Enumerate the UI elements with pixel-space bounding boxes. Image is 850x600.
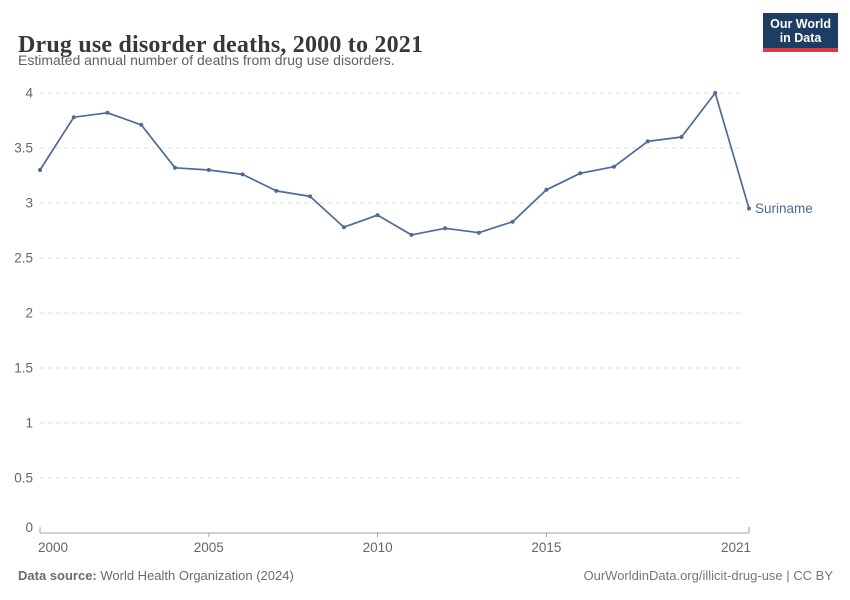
data-point[interactable] bbox=[544, 187, 549, 192]
data-point[interactable] bbox=[206, 168, 211, 172]
x-axis-tick-label: 2015 bbox=[531, 540, 561, 555]
credit-link[interactable]: OurWorldinData.org/illicit-drug-use | CC… bbox=[583, 568, 834, 583]
data-point[interactable] bbox=[375, 213, 380, 218]
owid-logo[interactable]: Our World in Data bbox=[763, 13, 838, 52]
y-axis-tick-label: 0.5 bbox=[14, 471, 33, 486]
y-axis-tick-label: 0 bbox=[25, 520, 33, 535]
data-point[interactable] bbox=[443, 226, 448, 231]
data-point[interactable] bbox=[139, 122, 144, 127]
chart-subtitle: Estimated annual number of deaths from d… bbox=[18, 52, 395, 68]
data-source: Data source: World Health Organization (… bbox=[18, 568, 294, 583]
data-point[interactable] bbox=[476, 230, 481, 235]
owid-logo-line2: in Data bbox=[779, 31, 822, 45]
chart-footer: Data source: World Health Organization (… bbox=[18, 568, 833, 583]
data-point[interactable] bbox=[71, 115, 76, 120]
series-line[interactable] bbox=[39, 92, 750, 236]
y-axis-tick-label: 3 bbox=[25, 196, 33, 211]
data-source-label: Data source: bbox=[18, 568, 97, 583]
data-point[interactable] bbox=[240, 172, 245, 177]
entity-label[interactable]: Suriname bbox=[755, 201, 813, 216]
y-axis-tick-label: 2.5 bbox=[14, 251, 33, 266]
data-point[interactable] bbox=[308, 194, 313, 199]
data-point[interactable] bbox=[713, 91, 718, 95]
data-source-value: World Health Organization (2024) bbox=[96, 568, 294, 583]
data-point[interactable] bbox=[38, 168, 42, 172]
x-axis-tick-label: 2010 bbox=[363, 540, 393, 555]
data-point[interactable] bbox=[274, 188, 279, 193]
data-point[interactable] bbox=[341, 225, 346, 230]
x-axis-tick-label: 2021 bbox=[721, 540, 751, 555]
y-axis-tick-label: 2 bbox=[25, 306, 33, 321]
data-point[interactable] bbox=[105, 110, 110, 115]
data-point[interactable] bbox=[645, 139, 650, 144]
data-point[interactable] bbox=[747, 206, 751, 211]
data-point[interactable] bbox=[510, 219, 515, 224]
chart-title: Drug use disorder deaths, 2000 to 2021 bbox=[18, 32, 424, 59]
line-chart[interactable]: 0 0.5 1 1.5 2 2.5 3 3.5 4 2000 2005 2010 2015 2021 Sur… bbox=[0, 80, 850, 560]
data-point[interactable] bbox=[409, 232, 414, 237]
x-axis-tick-label: 2005 bbox=[194, 540, 224, 555]
y-axis-tick-label: 1.5 bbox=[14, 361, 33, 376]
data-point[interactable] bbox=[173, 165, 177, 170]
y-axis-tick-label: 4 bbox=[25, 86, 33, 101]
owid-logo-line1: Our World bbox=[770, 17, 831, 31]
data-point[interactable] bbox=[679, 135, 684, 139]
y-axis-tick-label: 3.5 bbox=[14, 141, 33, 156]
x-axis-tick-label: 2000 bbox=[38, 540, 68, 555]
y-axis-tick-label: 1 bbox=[25, 416, 33, 431]
data-point[interactable] bbox=[578, 171, 583, 176]
data-point[interactable] bbox=[612, 164, 616, 169]
